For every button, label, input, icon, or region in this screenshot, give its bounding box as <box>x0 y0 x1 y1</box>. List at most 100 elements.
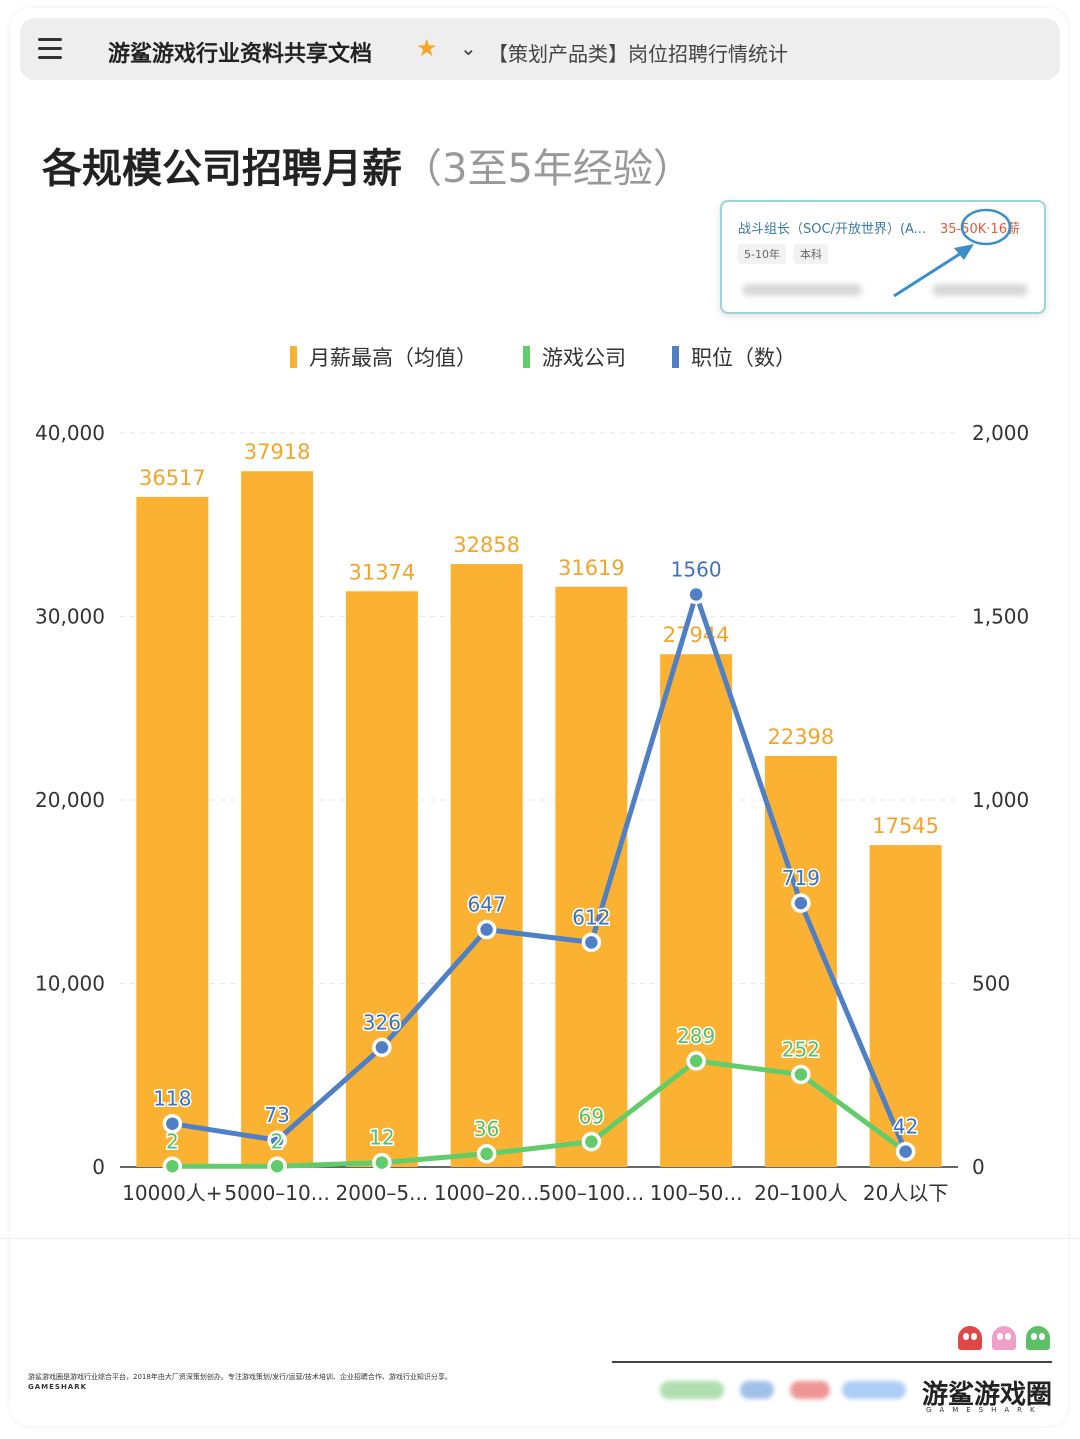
bar-value-label: 32858 <box>453 533 520 557</box>
footer-description: 游鲨游戏圈是游戏行业综合平台，2018年由大厂资深策划创办。专注游戏策划/发行/… <box>28 1373 452 1381</box>
line-value-label: 118 <box>153 1087 191 1111</box>
menu-icon[interactable] <box>38 38 62 60</box>
x-tick-label: 100–50... <box>650 1181 743 1205</box>
line-point <box>581 932 602 953</box>
breadcrumb[interactable]: 【策划产品类】岗位招聘行情统计 <box>488 42 788 66</box>
legend-item-positions[interactable]: 职位（数） <box>672 342 796 372</box>
line-point <box>686 584 706 605</box>
highlight-arrow-icon <box>893 208 1012 298</box>
line-value-label: 252 <box>782 1038 820 1062</box>
y-right-tick-label: 1,500 <box>972 605 1029 629</box>
line-value-label: 69 <box>579 1105 604 1129</box>
bar <box>136 496 209 1167</box>
y-right-tick-label: 0 <box>972 1155 985 1179</box>
chart-legend: 月薪最高（均值） 游戏公司 职位（数） <box>290 342 842 372</box>
line-value-label: 1560 <box>671 557 722 581</box>
bar-value-label: 36517 <box>139 466 206 490</box>
x-tick-label: 20人以下 <box>863 1181 948 1205</box>
line-value-label: 42 <box>893 1115 918 1139</box>
line-point <box>372 1037 392 1058</box>
y-left-tick-label: 40,000 <box>35 421 105 445</box>
bar <box>555 586 628 1167</box>
legend-swatch-salary <box>290 346 297 368</box>
footer-logo-en: GAMESHARK <box>926 1406 1043 1414</box>
bar-value-label: 27944 <box>663 623 730 647</box>
legend-label-positions: 职位（数） <box>691 346 796 370</box>
y-right-tick-label: 2,000 <box>972 421 1029 445</box>
bar-value-label: 22398 <box>767 725 834 749</box>
x-tick-label: 10000人+ <box>122 1181 222 1205</box>
x-tick-label: 5000–10... <box>224 1181 329 1205</box>
line-point <box>267 1130 287 1150</box>
bar-value-label: 31619 <box>558 556 625 580</box>
top-bar: 游鲨游戏行业资料共享文档 ★ ⌄ 【策划产品类】岗位招聘行情统计 <box>20 18 1060 80</box>
blurred-company <box>742 284 862 296</box>
chevron-down-icon[interactable]: ⌄ <box>460 36 477 60</box>
legend-label-salary: 月薪最高（均值） <box>309 346 477 370</box>
line-point <box>372 1152 392 1173</box>
title-subtitle: （3至5年经验） <box>402 146 693 192</box>
line-point <box>791 893 811 913</box>
y-right-tick-label: 500 <box>972 972 1010 996</box>
legend-swatch-positions <box>672 346 679 368</box>
partner-logo-blur <box>842 1381 906 1399</box>
line-point <box>267 1156 287 1177</box>
legend-item-salary[interactable]: 月薪最高（均值） <box>290 342 477 372</box>
bar <box>450 564 523 1167</box>
green-ghost-icon <box>1026 1326 1050 1350</box>
line-point <box>476 919 497 940</box>
line-value-label: 42 <box>893 1115 918 1139</box>
line-point <box>476 1144 497 1164</box>
y-left-tick-label: 30,000 <box>35 605 105 629</box>
y-left-tick-label: 20,000 <box>35 788 105 812</box>
line-value-label: 2 <box>166 1129 179 1153</box>
line-point <box>162 1113 183 1134</box>
job-salary: 35-50K·16薪 <box>940 222 1020 237</box>
red-ghost-icon <box>958 1326 982 1350</box>
bar <box>345 591 418 1167</box>
line-value-label: 612 <box>572 905 610 929</box>
line-point <box>686 1051 706 1071</box>
line-value-label: 719 <box>782 866 820 890</box>
star-icon[interactable]: ★ <box>416 34 438 62</box>
job-tag-experience: 5-10年 <box>738 244 786 264</box>
bar-value-label: 31374 <box>348 560 415 584</box>
page-title: 各规模公司招聘月薪（3至5年经验） <box>42 136 693 194</box>
footer-brand: GAMESHARK <box>28 1383 88 1391</box>
x-tick-label: 2000–5... <box>336 1181 429 1205</box>
combo-chart: 0 0 10,000 500 20,000 1,000 30,000 1,500 40,000 2… <box>35 421 1029 1205</box>
line-value-label: 647 <box>468 893 506 917</box>
bar <box>241 471 314 1167</box>
x-tick-label: 500–100... <box>539 1181 644 1205</box>
line-point <box>791 1064 811 1085</box>
line-point <box>895 1141 916 1162</box>
y-left-tick-label: 0 <box>92 1155 105 1179</box>
partner-logo-blur <box>790 1381 830 1399</box>
line-value-label: 326 <box>363 1010 401 1034</box>
legend-swatch-companies <box>523 346 530 368</box>
job-card[interactable]: 战斗组长（SOC/开放世界）(A... 35-50K·16薪 5-10年 本科 <box>720 200 1046 314</box>
footer-rule <box>612 1361 1052 1363</box>
y-left-tick-label: 10,000 <box>35 972 105 996</box>
series-line-1 <box>172 1058 908 1169</box>
legend-label-companies: 游戏公司 <box>542 346 626 370</box>
series-line-2 <box>171 591 908 1153</box>
line-point <box>581 1131 602 1152</box>
line-value-label: 2 <box>271 1129 284 1153</box>
pink-ghost-icon <box>992 1326 1016 1350</box>
line-value-label: 289 <box>677 1024 715 1048</box>
footer-logo: 游鲨游戏圈 <box>922 1380 1053 1410</box>
partner-logo-blur <box>660 1381 724 1399</box>
partner-logo-blur <box>740 1381 774 1399</box>
document-title: 游鲨游戏行业资料共享文档 <box>108 42 373 67</box>
line-point <box>162 1156 183 1177</box>
title-main: 各规模公司招聘月薪 <box>42 146 402 192</box>
line-value-label: 36 <box>474 1117 499 1141</box>
bar <box>869 845 942 1167</box>
line-value-label: 12 <box>369 1126 394 1150</box>
job-tag-education: 本科 <box>794 244 828 264</box>
legend-item-companies[interactable]: 游戏公司 <box>523 342 626 372</box>
footer-divider <box>0 1238 1080 1239</box>
bar <box>660 654 733 1167</box>
bar-value-label: 37918 <box>244 440 311 464</box>
